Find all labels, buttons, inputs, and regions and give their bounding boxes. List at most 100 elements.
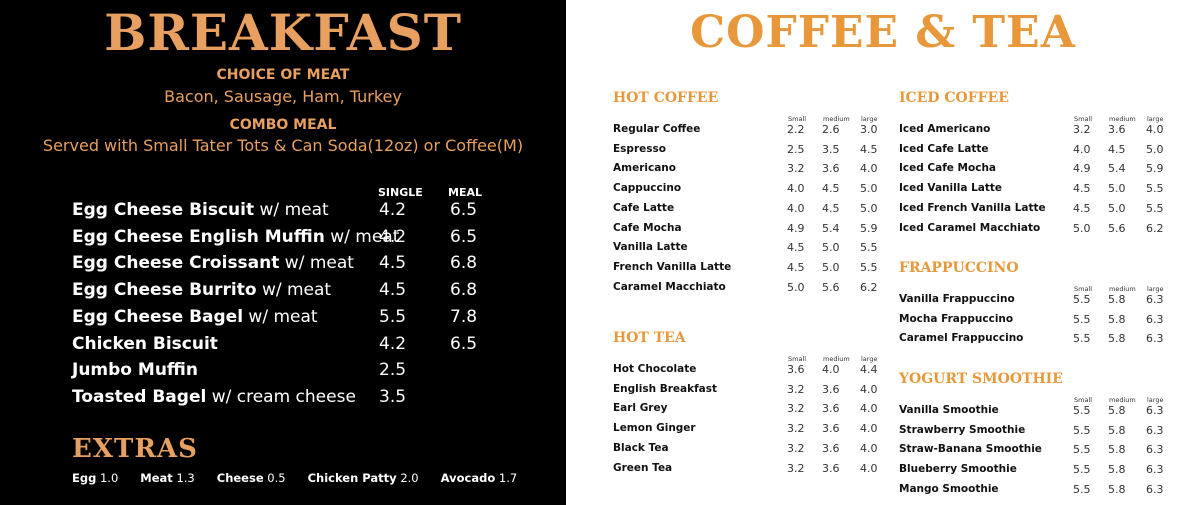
- breakfast-single-price: 4.5: [379, 253, 407, 274]
- coffee-tea-title: COFFEE & TEA: [690, 7, 1076, 58]
- breakfast-item-name: Egg Cheese Croissant: [72, 253, 280, 274]
- breakfast-single-price: 2.5: [379, 360, 407, 381]
- drink-price: 3.2: [787, 382, 805, 396]
- drink-item: Black Tea: [613, 441, 669, 454]
- drink-price: 2.6: [822, 123, 840, 136]
- drink-price: 6.2: [860, 280, 878, 294]
- drink-price: 3.2: [1073, 123, 1091, 136]
- drink-price: 4.5: [822, 182, 840, 196]
- drink-item: Cafe Mocha: [613, 221, 682, 234]
- drink-price: 4.9: [787, 221, 805, 235]
- extras-list: Egg 1.0 Meat 1.3 Cheese 0.5 Chicken Patty 2…: [72, 471, 539, 485]
- extras-title: EXTRAS: [72, 434, 198, 464]
- drink-item: Iced Caramel Macchiato: [899, 221, 1041, 234]
- drink-item: Espresso: [613, 142, 666, 155]
- breakfast-title: BREAKFAST: [104, 3, 462, 62]
- extra-price: 1.3: [176, 471, 195, 485]
- drink-price: 5.0: [1108, 182, 1126, 196]
- drink-price: 2.2: [787, 123, 805, 136]
- drink-price: 5.5: [1073, 482, 1091, 496]
- drink-price: 5.5: [1073, 404, 1091, 417]
- drink-price: 5.0: [822, 241, 840, 255]
- drink-price: 5.8: [1108, 463, 1126, 477]
- drink-price: 5.6: [822, 280, 840, 294]
- extra-name: Avocado: [440, 471, 496, 485]
- breakfast-single-price: 4.5: [379, 280, 407, 301]
- drink-price: 4.0: [860, 441, 878, 455]
- drink-price: 6.3: [1146, 463, 1164, 477]
- breakfast-panel: BREAKFAST CHOICE OF MEAT Bacon, Sausage,…: [0, 0, 566, 505]
- drink-section-title: ICED COFFEE: [899, 90, 1009, 106]
- drink-price: 5.5: [860, 241, 878, 255]
- breakfast-item: Toasted Bagel w/ cream cheese: [72, 387, 356, 407]
- breakfast-item: Egg Cheese Croissant w/ meat: [72, 253, 354, 273]
- size-label: medium: [1109, 115, 1136, 123]
- size-label: medium: [823, 355, 850, 363]
- drink-price: 5.8: [1108, 443, 1126, 457]
- drink-price: 3.6: [787, 363, 805, 376]
- drink-price: 3.0: [860, 123, 878, 136]
- breakfast-meal-price: 6.5: [450, 333, 478, 354]
- breakfast-item-name: Egg Cheese Burrito: [72, 280, 257, 301]
- drink-price: 5.5: [1073, 463, 1091, 477]
- drink-price: 6.2: [1146, 221, 1164, 235]
- drink-price: 4.5: [787, 260, 805, 274]
- drink-price: 5.8: [1108, 332, 1126, 346]
- drink-price: 4.0: [822, 363, 840, 376]
- drink-price: 6.3: [1146, 312, 1164, 326]
- drink-price: 3.6: [822, 461, 840, 475]
- size-label: Small: [1074, 115, 1093, 123]
- drink-item: Caramel Macchiato: [613, 280, 726, 293]
- drink-item: Vanilla Smoothie: [899, 404, 999, 416]
- drink-item: Vanilla Frappuccino: [899, 293, 1015, 305]
- drink-price: 3.6: [822, 402, 840, 416]
- extra-price: 1.7: [498, 471, 518, 485]
- extra-item: Chicken Patty 2.0: [308, 471, 419, 485]
- size-label: Small: [788, 115, 807, 123]
- drink-price: 4.0: [860, 162, 878, 176]
- drink-price: 5.0: [822, 260, 840, 274]
- drink-price: 5.5: [1073, 443, 1091, 457]
- drink-item: French Vanilla Latte: [613, 260, 732, 273]
- breakfast-meal-price: 7.8: [450, 306, 478, 327]
- drink-price: 3.2: [787, 162, 805, 176]
- breakfast-item-name: Chicken Biscuit: [72, 333, 218, 354]
- drink-price: 6.3: [1146, 293, 1164, 306]
- breakfast-meal-price: 6.5: [450, 200, 478, 220]
- extra-price: 2.0: [400, 471, 419, 485]
- breakfast-item-suffix: w/ meat: [254, 200, 329, 220]
- drink-item: Americano: [613, 162, 676, 175]
- drink-price: 4.9: [1073, 162, 1091, 176]
- drink-price: 4.0: [860, 422, 878, 436]
- drink-item: Caramel Frappuccino: [899, 332, 1024, 345]
- size-label: large: [1147, 396, 1164, 404]
- drink-price: 3.2: [787, 422, 805, 436]
- drink-price: 4.5: [860, 142, 878, 156]
- drink-item: Strawberry Smoothie: [899, 423, 1026, 436]
- size-label: Small: [788, 355, 807, 363]
- breakfast-single-price: 4.2: [379, 333, 407, 354]
- breakfast-meal-price: 6.8: [450, 280, 478, 301]
- drink-price: 3.6: [822, 162, 840, 176]
- drink-price: 4.0: [787, 182, 805, 196]
- size-label: medium: [1109, 396, 1136, 404]
- breakfast-item-suffix: w/ cream cheese: [206, 386, 356, 407]
- drink-price: 4.5: [1108, 142, 1126, 156]
- drink-section-title: FRAPPUCCINO: [899, 260, 1019, 276]
- drink-price: 3.2: [787, 402, 805, 416]
- drink-price: 5.8: [1108, 423, 1126, 437]
- drink-price: 4.5: [1073, 182, 1091, 196]
- size-label: Small: [1074, 396, 1093, 404]
- drink-item: Cappuccino: [613, 182, 682, 195]
- breakfast-single-price: 3.5: [379, 386, 407, 407]
- breakfast-item: Egg Cheese Burrito w/ meat: [72, 280, 331, 300]
- drink-item: Green Tea: [613, 461, 673, 474]
- breakfast-item: Egg Cheese English Muffin w/ meat: [72, 227, 399, 247]
- combo-header: COMBO MEAL: [229, 117, 337, 133]
- drink-price: 5.4: [822, 221, 840, 235]
- drink-price: 4.0: [1146, 123, 1164, 136]
- drink-item: Mocha Frappuccino: [899, 312, 1014, 325]
- breakfast-item: Chicken Biscuit: [72, 334, 218, 354]
- drink-price: 4.4: [860, 363, 878, 376]
- drink-price: 5.5: [1146, 182, 1164, 196]
